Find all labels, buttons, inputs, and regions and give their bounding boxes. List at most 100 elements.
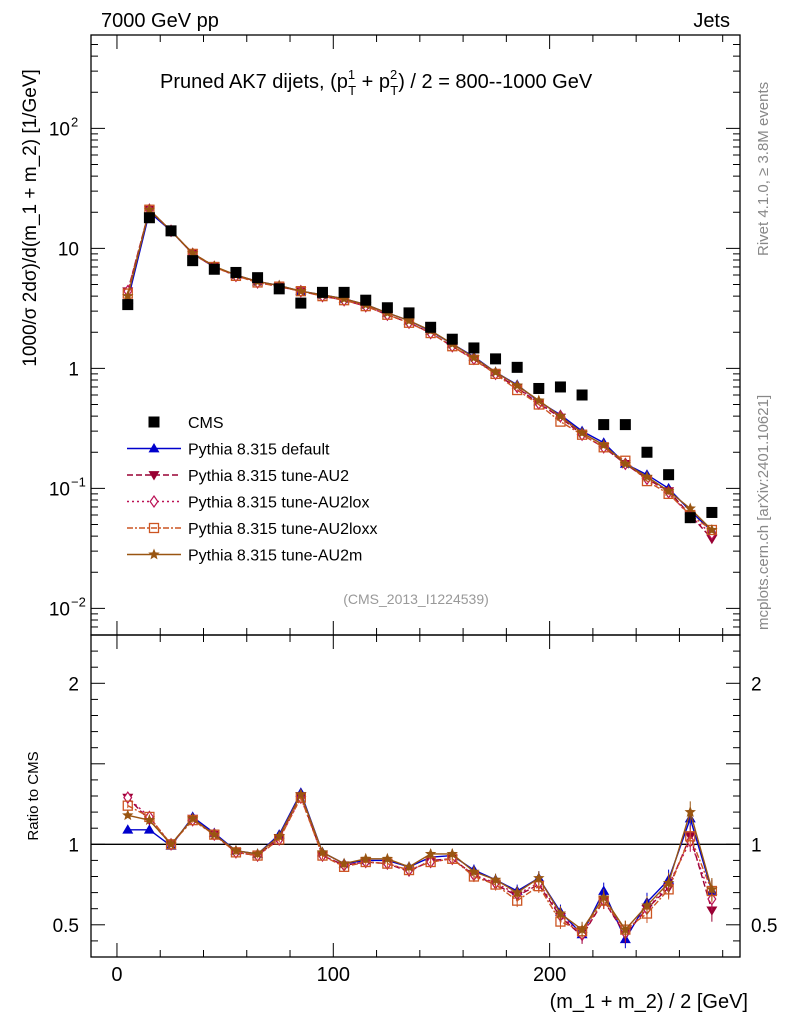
y-tick-label: 10 [49, 479, 70, 500]
analysis-watermark: (CMS_2013_I1224539) [343, 591, 489, 607]
series-5-ratio-point [165, 838, 177, 850]
series-2-ratio-point [706, 906, 718, 916]
series-5-ratio-line [127, 792, 713, 931]
series-1-ratio-point [143, 824, 155, 834]
series-3-ratio-point [123, 791, 133, 805]
series-5-ratio-point [554, 907, 567, 919]
series-5-ratio-point [230, 844, 242, 856]
series-5-ratio-point [381, 852, 394, 864]
legend-label: CMS [188, 415, 224, 432]
cms-data-point [403, 307, 415, 319]
cms-data-point [360, 294, 372, 306]
cms-data-point [663, 469, 675, 481]
cms-data-point [490, 353, 502, 365]
cms-data-point [252, 272, 264, 284]
ratio-tick-label-right: 0.5 [751, 916, 777, 937]
cms-data-point [598, 419, 610, 431]
legend-marker [148, 443, 160, 453]
y-tick-exponent: −1 [71, 474, 86, 489]
series-5-ratio-point [208, 828, 221, 840]
axis-ticks [91, 34, 740, 957]
y-tick-exponent: −2 [71, 594, 86, 609]
legend-label: Pythia 8.315 tune-AU2loxx [188, 521, 377, 538]
cms-data-point [425, 321, 437, 333]
series-5-ratio-point [143, 814, 156, 825]
cms-data-point [122, 299, 134, 311]
cms-data-point [684, 512, 696, 524]
cms-data-point [273, 283, 285, 295]
series-5-point [598, 438, 610, 450]
series-5-line [127, 208, 713, 531]
cms-data-point [230, 266, 242, 278]
legend-marker [149, 494, 159, 509]
series-5-point [641, 470, 653, 482]
series-5-ratio-point [251, 847, 264, 859]
y-tick-label: 10 [58, 239, 79, 260]
legend: CMS Pythia 8.315 default Pythia 8.315 tune… [127, 415, 377, 565]
series-5-point [468, 351, 480, 363]
x-tick-label: 100 [317, 964, 350, 986]
legend-marker [148, 522, 160, 534]
ratio-tick-label: 1 [68, 835, 79, 856]
rivet-label: Rivet 4.1.0, ≥ 3.8M events [755, 82, 772, 256]
series-5-ratio-point [489, 873, 502, 885]
y-tick-label: 10 [49, 599, 70, 620]
cms-data-point [533, 382, 545, 394]
cms-data-point [295, 297, 307, 309]
series-5-ratio-point [403, 860, 415, 872]
cms-data-point [706, 506, 718, 518]
series-5-ratio-point [338, 857, 350, 869]
title-prefix: Pruned AK7 dijets, (p [160, 71, 348, 93]
series-5-ratio-point [619, 923, 632, 935]
series-5-point [554, 410, 567, 421]
series-5-ratio-point [446, 847, 458, 859]
main-series-group [122, 203, 718, 545]
y-axis-label: 1000/σ 2dσ)/d(m_1 + m_2) [1/GeV] [20, 69, 41, 367]
cms-data-point [468, 342, 480, 354]
series-5-point [533, 394, 545, 406]
series-5-point [338, 292, 350, 304]
series-5-point [662, 485, 675, 496]
title-plus: + p [356, 71, 390, 93]
title-sup1: 1 [348, 67, 355, 82]
ratio-y-axis-label: Ratio to CMS [25, 751, 42, 840]
legend-marker-cms [148, 416, 160, 428]
title-sup2: 2 [390, 67, 397, 82]
series-5-ratio-point [533, 872, 545, 883]
cms-data-point [165, 225, 177, 237]
cms-data-point [208, 263, 220, 275]
legend-label: Pythia 8.315 tune-AU2m [188, 548, 362, 565]
series-3-line [127, 208, 713, 535]
series-5-point [489, 366, 502, 378]
title-sub2: T [390, 83, 398, 98]
series-5-point [186, 247, 199, 259]
cms-data-point [619, 419, 631, 431]
series-5-ratio-point [576, 923, 588, 935]
mcplots-label: mcplots.cern.ch [arXiv:2401.10621] [755, 395, 772, 630]
ratio-series-group [122, 787, 718, 949]
legend-label: Pythia 8.315 tune-AU2 [188, 468, 349, 485]
cms-data-point [554, 381, 566, 393]
title-sub1: T [348, 83, 356, 98]
series-5-ratio-point [316, 846, 329, 858]
series-5-point [706, 523, 718, 535]
header-right: Jets [693, 10, 730, 32]
header-left: 7000 GeV pp [101, 10, 219, 32]
series-5-ratio-point [122, 809, 134, 821]
series-5-point [576, 426, 588, 438]
series-5-ratio-point [295, 788, 307, 800]
series-4-ratio-point [685, 831, 696, 842]
cms-data-point [338, 286, 350, 298]
series-5-ratio-point [511, 886, 523, 898]
series-5-point [122, 290, 134, 301]
series-1-ratio-point [122, 824, 134, 834]
ratio-tick-label: 0.5 [53, 916, 79, 937]
series-5-point [684, 502, 696, 514]
legend-label: Pythia 8.315 default [188, 442, 330, 459]
cms-data-point [446, 333, 458, 345]
series-5-ratio-point [598, 891, 610, 903]
cms-data-point [576, 389, 588, 401]
